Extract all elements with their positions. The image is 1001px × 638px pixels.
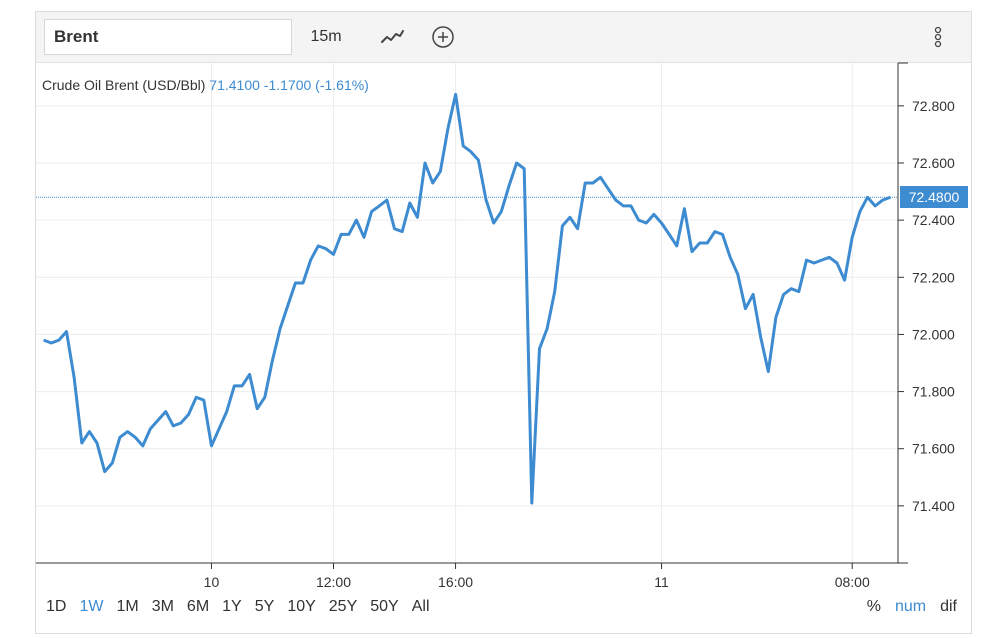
x-tick-label: 08:00	[835, 574, 870, 590]
y-tick-label: 71.600	[912, 441, 955, 457]
x-tick-label: 11	[654, 574, 669, 590]
range-all[interactable]: All	[411, 598, 430, 615]
range-1d[interactable]: 1D	[46, 598, 67, 615]
add-comparison-button[interactable]	[428, 22, 458, 52]
range-selector: 1D 1W 1M 3M 6M 1Y 5Y 10Y 25Y 50Y All	[46, 598, 443, 622]
more-options-button[interactable]	[926, 22, 950, 52]
legend-change: -1.1700	[263, 77, 312, 93]
chart-type-button[interactable]	[374, 22, 410, 52]
legend-last-value: 71.4100	[209, 77, 260, 93]
range-6m[interactable]: 6M	[186, 598, 210, 615]
chart-legend: Crude Oil Brent (USD/Bbl) 71.4100 -1.170…	[42, 77, 369, 93]
range-1y[interactable]: 1Y	[222, 598, 242, 615]
y-tick-label: 72.800	[912, 98, 955, 114]
display-mode-selector: % num dif	[853, 598, 957, 616]
range-1m[interactable]: 1M	[116, 598, 139, 615]
plus-circle-icon	[432, 26, 454, 48]
y-tick-label: 72.200	[912, 269, 955, 285]
y-tick-label: 72.400	[912, 212, 955, 228]
y-tick-label: 71.400	[912, 498, 955, 514]
range-50y[interactable]: 50Y	[370, 598, 399, 615]
range-3m[interactable]: 3M	[151, 598, 174, 615]
last-price-tag: 72.4800	[900, 186, 968, 209]
x-tick-label: 12:00	[316, 574, 351, 590]
interval-selector[interactable]: 15m	[310, 28, 342, 45]
mode-dif[interactable]: dif	[940, 598, 957, 615]
more-vertical-icon	[934, 26, 942, 48]
legend-name: Crude Oil Brent (USD/Bbl)	[42, 77, 206, 93]
symbol-input[interactable]: Brent	[44, 19, 292, 55]
mode-num[interactable]: num	[894, 598, 927, 615]
legend-change-pct: (-1.61%)	[315, 77, 369, 93]
chart-widget: Brent 15m 72.800 72.600 72.	[35, 11, 972, 634]
x-tick-label: 10	[204, 574, 220, 590]
x-tick-label: 16:00	[438, 574, 473, 590]
range-10y[interactable]: 10Y	[287, 598, 316, 615]
y-tick-label: 71.800	[912, 384, 955, 400]
line-chart-icon	[381, 30, 404, 43]
range-1w[interactable]: 1W	[79, 598, 104, 615]
chart-toolbar: Brent 15m	[36, 12, 971, 63]
range-5y[interactable]: 5Y	[254, 598, 275, 615]
y-tick-label: 72.000	[912, 326, 955, 342]
y-tick-label: 72.600	[912, 155, 955, 171]
mode-percent[interactable]: %	[866, 598, 881, 615]
range-25y[interactable]: 25Y	[328, 598, 358, 615]
price-chart[interactable]: 72.800 72.600 72.400 72.200 72.000 71.800 71.6…	[36, 12, 971, 633]
series-line-brent	[43, 92, 891, 505]
